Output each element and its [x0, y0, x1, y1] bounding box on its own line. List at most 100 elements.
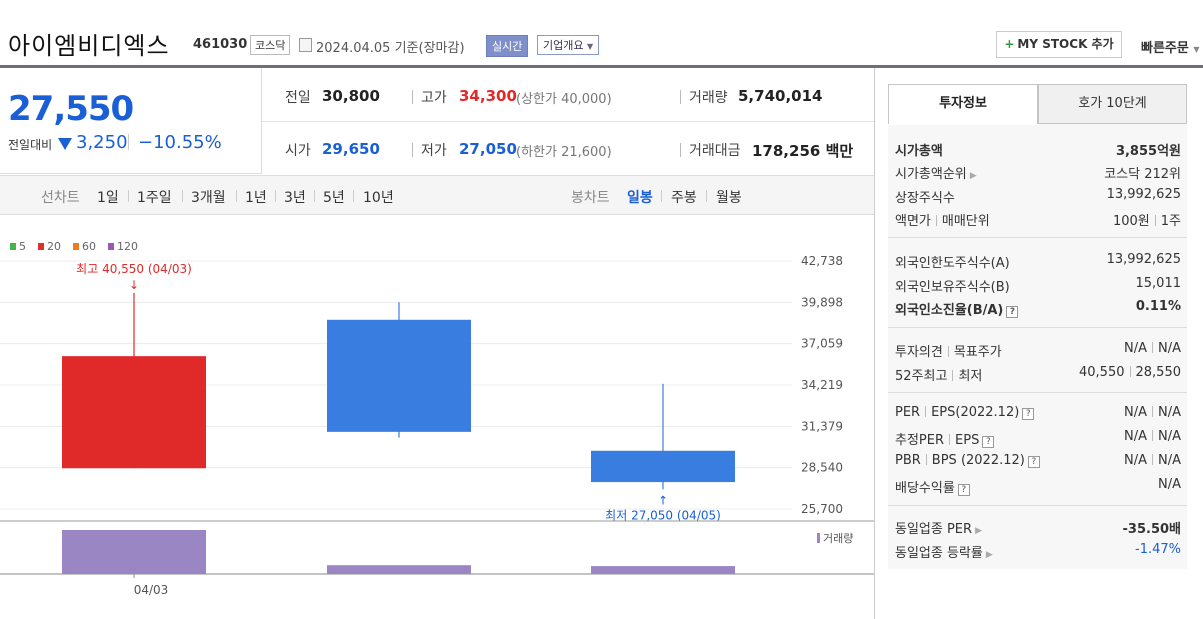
tab-1week[interactable]: 1주일: [137, 190, 172, 206]
candle-body: [327, 319, 471, 432]
legend-swatch: [73, 243, 79, 250]
divider: [314, 190, 315, 202]
tab-monthly[interactable]: 월봉: [716, 190, 742, 206]
divider: [412, 90, 413, 104]
foreign-hold-value: 15,011: [1135, 276, 1182, 291]
divider: [182, 190, 183, 202]
high-label: 고가: [421, 90, 447, 106]
shares-label: 상장주식수: [895, 191, 955, 206]
candle-body: [591, 450, 735, 483]
change-label: 전일대비: [8, 138, 53, 152]
high-value: 34,300: [459, 87, 517, 105]
opinion-label: 투자의견: [895, 345, 943, 360]
realtime-button[interactable]: 실시간: [486, 35, 529, 57]
tab-3year[interactable]: 3년: [284, 190, 306, 206]
trade-value-label: 거래대금: [689, 143, 741, 159]
industry-rate-row: 동일업종 등락률 ▶ -1.47%: [895, 542, 1181, 562]
per-row: PER EPS(2022.12)? N/A N/A: [895, 405, 1181, 425]
industry-per-link[interactable]: 동일업종 PER ▶: [895, 518, 982, 537]
est-per-row: 추정PER EPS? N/A N/A: [895, 429, 1181, 449]
foreign-hold-row: 외국인보유주식수(B) 15,011: [895, 276, 1181, 296]
price-box: [0, 68, 262, 174]
legend-label: 5: [19, 240, 26, 253]
divider: [275, 190, 276, 202]
quick-order-label: 빠른주문: [1141, 41, 1189, 56]
tab-10year[interactable]: 10년: [363, 190, 394, 206]
section-divider: [888, 505, 1187, 506]
rank-link[interactable]: 시가총액순위 ▶: [895, 163, 977, 182]
shares-value: 13,992,625: [1106, 187, 1181, 202]
est-eps-label: EPS: [955, 433, 980, 448]
chevron-right-icon: ▶: [969, 171, 977, 181]
tab-3month[interactable]: 3개월: [191, 190, 226, 206]
candle-chart-label: 봉차트: [571, 190, 610, 206]
upper-limit: (상한가 40,000): [516, 92, 612, 107]
y-tick-label: 37,059: [801, 337, 843, 351]
help-icon[interactable]: ?: [957, 484, 970, 496]
foreign-limit-value: 13,992,625: [1106, 252, 1181, 267]
chevron-down-icon: ▼: [1193, 45, 1200, 54]
volume-legend-swatch: [817, 533, 820, 543]
dividend-value: N/A: [1158, 477, 1181, 492]
pbr-label: PBR: [895, 453, 921, 468]
help-icon[interactable]: ?: [982, 436, 995, 448]
line-chart-label: 선차트: [41, 190, 80, 206]
tab-invest-info[interactable]: 투자정보: [888, 84, 1038, 124]
per-label: PER: [895, 405, 921, 420]
y-tick-label: 28,540: [801, 461, 843, 475]
divider: [680, 143, 681, 157]
industry-rate-link[interactable]: 동일업종 등락률 ▶: [895, 542, 993, 561]
foreign-limit-label: 외국인한도주식수(A): [895, 256, 1010, 271]
legend-swatch: [38, 243, 44, 250]
y-tick-label: 31,379: [801, 419, 843, 433]
foreign-hold-label: 외국인보유주식수(B): [895, 280, 1010, 295]
opinion-value: N/A: [1124, 341, 1147, 356]
volume-legend-label: 거래량: [823, 532, 853, 545]
divider: [236, 190, 237, 202]
stock-code: 461030: [193, 37, 248, 52]
tab-5year[interactable]: 5년: [323, 190, 345, 206]
legend-label: 20: [47, 240, 61, 253]
tab-1year[interactable]: 1년: [245, 190, 267, 206]
rank-row: 시가총액순위 ▶ 코스닥 212위: [895, 163, 1181, 183]
y-tick-label: 42,738: [801, 254, 843, 268]
help-icon[interactable]: ?: [1022, 408, 1035, 420]
date-value: 2024.04.05: [316, 41, 391, 56]
chevron-right-icon: ▶: [975, 526, 982, 536]
document-icon: [299, 38, 312, 52]
company-overview-dropdown[interactable]: 기업개요 ▼: [537, 35, 600, 55]
tab-weekly[interactable]: 주봉: [671, 190, 697, 206]
tab-order-book[interactable]: 호가 10단계: [1038, 84, 1187, 124]
chart-tab-bar: [0, 175, 874, 215]
candle-body: [62, 356, 206, 469]
est-per-label: 추정PER: [895, 433, 945, 448]
tab-1day[interactable]: 1일: [97, 190, 119, 206]
down-triangle-icon: [58, 138, 72, 150]
volume-value: 5,740,014: [738, 87, 823, 105]
trade-value: 178,256 백만: [752, 140, 853, 161]
section-divider: [888, 392, 1187, 393]
bps-value: N/A: [1158, 453, 1181, 468]
pbr-row: PBR BPS (2022.12)? N/A N/A: [895, 453, 1181, 473]
help-icon[interactable]: ?: [1006, 306, 1019, 318]
my-stock-label: MY STOCK 추가: [1017, 37, 1114, 51]
invest-info-panel: [888, 124, 1187, 569]
rank-value: 코스닥 212위: [1104, 167, 1181, 182]
bps-label: BPS (2022.12): [931, 453, 1025, 468]
est-per-value: N/A: [1124, 429, 1147, 444]
market-cap-row: 시가총액 3,855억원: [895, 140, 1181, 160]
x-axis-label: 04/03: [134, 583, 169, 597]
quick-order-button[interactable]: 빠른주문 ▼: [1141, 37, 1200, 56]
help-icon[interactable]: ?: [1027, 456, 1040, 468]
y-tick-label: 25,700: [801, 502, 843, 516]
divider: [128, 190, 129, 202]
tab-daily[interactable]: 일봉: [627, 190, 653, 206]
divider: [706, 190, 707, 202]
industry-rate-label: 동일업종 등락률: [895, 546, 983, 561]
plus-icon: +: [1004, 37, 1015, 51]
trade-unit-label: 매매단위: [941, 214, 990, 229]
volume-label: 거래량: [689, 90, 728, 106]
target-value: N/A: [1158, 341, 1181, 356]
target-label: 목표주가: [953, 345, 1002, 360]
my-stock-add-button[interactable]: + MY STOCK 추가: [996, 31, 1122, 58]
